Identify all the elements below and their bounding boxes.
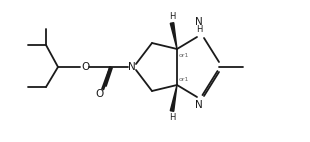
- Text: or1: or1: [179, 77, 189, 82]
- Polygon shape: [170, 23, 177, 49]
- Text: H: H: [169, 12, 175, 20]
- Text: or1: or1: [179, 53, 189, 58]
- Text: H: H: [196, 25, 202, 34]
- Text: H: H: [169, 113, 175, 123]
- Text: O: O: [81, 62, 89, 72]
- Text: O: O: [95, 89, 103, 99]
- Text: N: N: [128, 62, 136, 72]
- Text: N: N: [195, 100, 203, 110]
- Polygon shape: [170, 85, 177, 111]
- Text: N: N: [195, 17, 203, 27]
